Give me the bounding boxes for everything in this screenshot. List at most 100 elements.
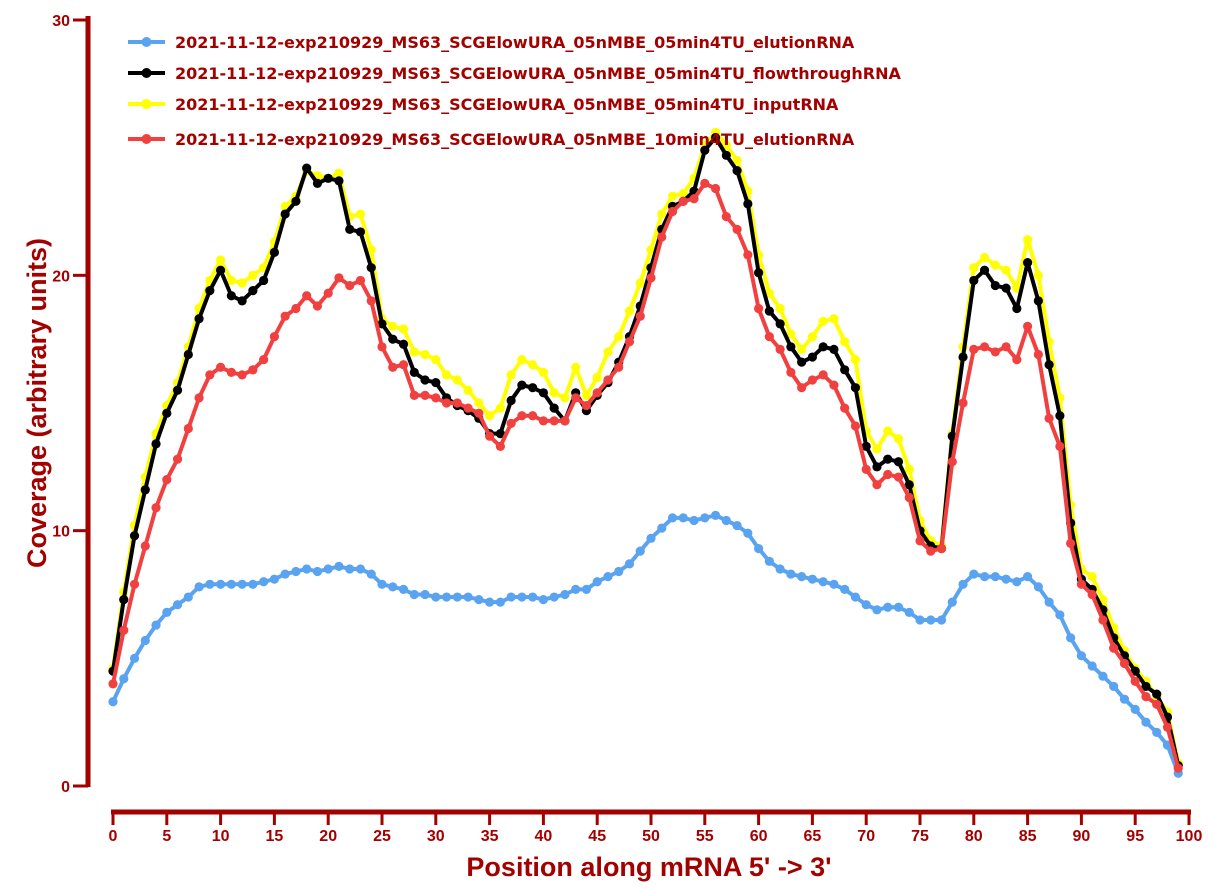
data-point [441,370,452,380]
data-point [926,615,936,625]
data-point [1076,651,1086,661]
data-point [979,252,990,263]
legend-item: 2021-11-12-exp210929_MS63_SCGElowURA_05n… [128,130,855,149]
data-point [603,572,613,582]
data-point [560,589,570,600]
data-point [269,247,279,257]
data-point [431,393,441,403]
data-point [969,275,979,286]
x-tick-label: 25 [373,828,391,845]
data-point [990,280,1000,291]
data-point [1001,265,1011,275]
data-point [151,439,161,449]
x-tick-label: 20 [319,828,337,845]
data-point [172,385,183,395]
data-point [280,311,290,321]
data-point [355,209,366,219]
data-point [979,342,990,352]
data-point [463,385,473,395]
series-line [111,513,1181,774]
data-point [958,579,968,589]
data-point [829,314,839,324]
data-point [528,383,538,393]
data-point [904,464,914,474]
data-point [248,270,258,280]
data-point [840,584,850,594]
data-point [635,278,645,288]
legend-label: 2021-11-12-exp210929_MS63_SCGElowURA_05n… [175,130,855,149]
data-point [216,265,226,275]
data-point [646,533,656,543]
data-point [754,268,764,278]
data-point [1001,283,1011,293]
data-point [969,263,979,273]
legend-marker [141,99,152,109]
x-tick-label: 70 [857,828,875,845]
data-point [463,592,473,602]
data-point [1012,303,1022,314]
data-point [269,332,279,342]
data-point [345,564,355,574]
data-point [850,383,861,393]
data-point [377,319,387,329]
data-point [162,408,172,418]
y-tick-label: 0 [61,779,70,796]
data-point [528,360,538,370]
data-point [743,199,753,209]
data-point [248,365,258,375]
data-point [700,145,710,155]
data-point [840,337,850,347]
data-point [398,584,409,594]
data-point [1023,234,1033,245]
data-point [355,275,366,286]
data-point [485,597,495,607]
data-point [388,362,398,372]
data-point [850,592,861,602]
data-point [452,398,462,408]
data-point [441,592,452,602]
data-point [721,212,731,222]
legend-label: 2021-11-12-exp210929_MS63_SCGElowURA_05n… [175,33,855,52]
x-tick-label: 50 [642,828,660,845]
data-point [786,329,796,339]
data-point [904,492,914,503]
data-point [280,209,290,219]
data-point [990,572,1000,582]
data-point [797,344,807,354]
data-point [764,556,774,566]
data-point [1044,597,1054,607]
data-point [366,569,376,579]
x-tick-label: 90 [1073,828,1091,845]
x-axis: 0 5 10 15 20 25 30 35 40 45 50 55 60 65 70 75 80 85 90 95 10… [109,809,1202,845]
data-point [366,296,376,306]
data-point [850,354,861,365]
data-point [549,388,559,398]
data-point [1023,572,1033,582]
data-point [560,416,570,426]
data-point [1152,689,1162,699]
data-point [398,360,409,370]
data-point [495,429,505,439]
data-point [140,485,150,495]
data-point [721,515,731,526]
data-point [205,370,215,380]
data-point [969,344,979,354]
data-point [162,475,172,485]
data-point [700,513,710,523]
data-point [183,592,193,602]
data-point [1033,296,1043,306]
x-tick-label: 15 [266,828,284,845]
data-point [829,380,839,390]
data-point [1066,538,1076,549]
legend-label: 2021-11-12-exp210929_MS63_SCGElowURA_05n… [175,64,901,83]
data-point [1130,666,1140,676]
data-point [893,472,904,482]
data-point [872,444,882,454]
data-point [140,635,150,646]
data-point [506,592,516,602]
data-point [614,332,624,342]
data-point [495,441,505,452]
data-point [840,403,850,413]
data-point [485,411,495,421]
data-point [571,362,581,372]
